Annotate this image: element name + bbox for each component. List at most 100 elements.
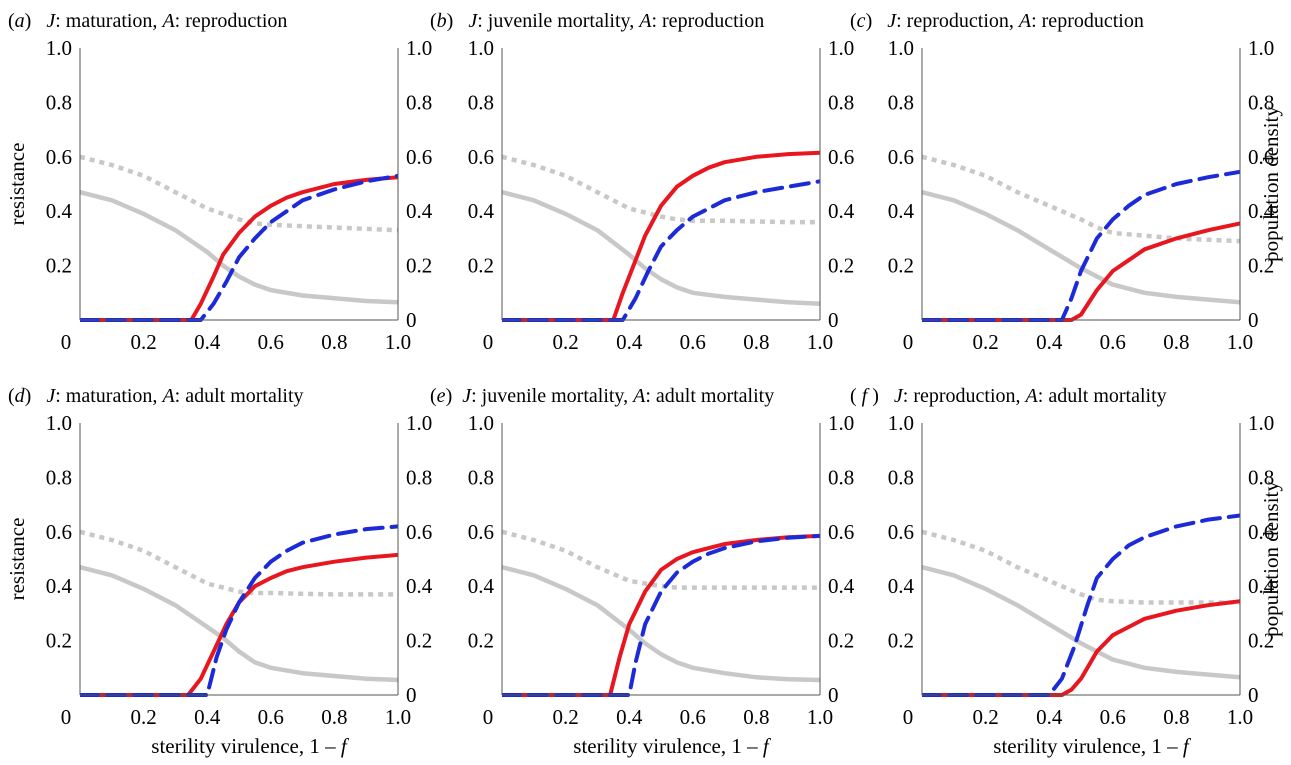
panel-a-x-tick-label: 0.8 xyxy=(321,330,347,354)
panel-f-series-0-solid-line xyxy=(922,599,1240,697)
panel-b-y-left-tick-label: 1.0 xyxy=(468,36,494,60)
panel-a-y-left-tick-label: 0.8 xyxy=(46,90,72,114)
panel-a-x-tick-label: 0.4 xyxy=(194,330,221,354)
panel-b-x-tick-label: 0.6 xyxy=(680,330,706,354)
panel-c-y-right-tick-label: 0.6 xyxy=(1248,145,1274,169)
panel-b-series-2-solid-line xyxy=(502,189,820,306)
panel-f-x-tick-label: 1.0 xyxy=(1227,705,1253,729)
panel-d-y-left-tick-label: 0.2 xyxy=(46,629,72,653)
panel-b-y-left-tick-label: 0.2 xyxy=(468,254,494,278)
panel-a-x-tick-label: 0.2 xyxy=(130,330,156,354)
panel-d-y-left-tick-label: 0.6 xyxy=(46,520,72,544)
panel-d-y-left-tick-label: 0.8 xyxy=(46,465,72,489)
panel-e-y-left-tick-label: 0.4 xyxy=(468,574,495,598)
panel-f-series-1-dashed-line xyxy=(922,513,1240,697)
panel-b-y-right-tick-label: 1.0 xyxy=(828,36,854,60)
panel-f-y-right-tick-label: 0.8 xyxy=(1248,465,1274,489)
panel-e-y-right-tick-label: 0.8 xyxy=(828,465,854,489)
panel-a-series-1-dashed-line xyxy=(80,173,398,322)
panel-e-series-1-dashed-line xyxy=(502,533,820,697)
panel-e-y-right-tick-label: 1.0 xyxy=(828,411,854,435)
right-axis-label-population-density: population density xyxy=(1259,481,1283,637)
panel-c-y-left-tick-label: 0.8 xyxy=(888,90,914,114)
panel-b-y-left-tick-label: 0.8 xyxy=(468,90,494,114)
panel-c-series-3-dotted-line xyxy=(922,154,1240,244)
panel-a-x-tick-label: 0 xyxy=(61,330,72,354)
panel-c-title: (c) J: reproduction, A: reproduction xyxy=(850,10,1144,32)
panel-b-x-tick-label: 0.8 xyxy=(743,330,769,354)
panel-d-x-tick-label: 0.8 xyxy=(321,705,347,729)
panel-d-series-3-dotted-line xyxy=(80,529,398,597)
panel-e-x-tick-label: 0 xyxy=(483,705,494,729)
panel-c-y-right-tick-label: 1.0 xyxy=(1248,36,1274,60)
panel-d-title: (d) J: maturation, A: adult mortality xyxy=(8,385,304,407)
panel-a-series-0-solid-line xyxy=(80,175,398,322)
panel-b-series-1-dashed-line xyxy=(502,179,820,322)
panel-d-y-right-tick-label: 1.0 xyxy=(406,411,432,435)
panel-a-y-right-tick-label: 0.2 xyxy=(406,254,432,278)
panel-a-y-left-tick-label: 0.6 xyxy=(46,145,72,169)
panel-f-x-tick-label: 0.6 xyxy=(1100,705,1126,729)
panel-b-x-tick-label: 0 xyxy=(483,330,494,354)
panel-d-series-2-solid-line xyxy=(80,564,398,683)
panel-a-y-right-tick-label: 0.4 xyxy=(406,199,433,223)
panel-c-series-1-dashed-line xyxy=(922,169,1240,322)
panel-d-y-right-tick-label: 0.8 xyxy=(406,465,432,489)
panel-c-x-tick-label: 0.8 xyxy=(1163,330,1189,354)
panel-e-series-2-solid-line xyxy=(502,564,820,683)
panel-b-y-left-tick-label: 0.6 xyxy=(468,145,494,169)
x-axis-label-sterility-virulence: sterility virulence, 1 – f xyxy=(151,734,350,758)
panel-d-x-tick-label: 0 xyxy=(61,705,72,729)
panel-c-series-0-solid-line xyxy=(922,221,1240,322)
panel-d-y-right-tick-label: 0.2 xyxy=(406,629,432,653)
panel-c-y-left-tick-label: 0.2 xyxy=(888,254,914,278)
panel-f-title: ( f ) J: reproduction, A: adult mortalit… xyxy=(850,385,1167,407)
panel-f-y-left-tick-label: 0.2 xyxy=(888,629,914,653)
panel-e-x-tick-label: 0.2 xyxy=(552,705,578,729)
panel-a-title: (a) J: maturation, A: reproduction xyxy=(8,10,287,32)
panel-e-x-tick-label: 0.8 xyxy=(743,705,769,729)
panel-a-x-tick-label: 0.6 xyxy=(258,330,284,354)
panel-c-x-tick-label: 0 xyxy=(903,330,914,354)
panel-e-x-tick-label: 0.4 xyxy=(616,705,643,729)
panel-a-series-2-solid-line xyxy=(80,189,398,305)
panel-e-title: (e) J: juvenile mortality, A: adult mort… xyxy=(430,385,774,407)
panel-d-x-tick-label: 1.0 xyxy=(385,705,411,729)
panel-f-series-3-dotted-line xyxy=(922,529,1240,605)
panel-b-y-right-tick-label: 0.4 xyxy=(828,199,855,223)
panel-c-y-right-tick-label: 0.2 xyxy=(1248,254,1274,278)
panel-b-y-right-tick-label: 0.2 xyxy=(828,254,854,278)
left-axis-label-resistance: resistance xyxy=(5,518,29,601)
panel-b-series-3-dotted-line xyxy=(502,154,820,225)
panel-b-x-tick-label: 1.0 xyxy=(807,330,833,354)
x-axis-label-sterility-virulence: sterility virulence, 1 – f xyxy=(573,734,772,758)
panel-f-y-left-tick-label: 0.4 xyxy=(888,574,915,598)
panel-e-y-left-tick-label: 0.2 xyxy=(468,629,494,653)
panel-f-y-right-tick-label: 0.6 xyxy=(1248,520,1274,544)
panel-d-y-right-tick-label: 0 xyxy=(406,683,417,707)
panel-f-y-left-tick-label: 0.8 xyxy=(888,465,914,489)
x-axis-label-sterility-virulence: sterility virulence, 1 – f xyxy=(993,734,1192,758)
panel-b-title: (b) J: juvenile mortality, A: reproducti… xyxy=(430,10,764,32)
panel-e-x-tick-label: 0.6 xyxy=(680,705,706,729)
panel-f-series-2-solid-line xyxy=(922,564,1240,680)
panel-c-y-right-tick-label: 0 xyxy=(1248,308,1259,332)
panel-e-x-tick-label: 1.0 xyxy=(807,705,833,729)
panel-e-y-left-tick-label: 0.8 xyxy=(468,465,494,489)
panel-d-y-right-tick-label: 0.6 xyxy=(406,520,432,544)
panel-b-x-tick-label: 0.2 xyxy=(552,330,578,354)
panel-b-y-left-tick-label: 0.4 xyxy=(468,199,495,223)
panel-c-y-right-tick-label: 0.4 xyxy=(1248,199,1275,223)
panel-b-y-right-tick-label: 0.8 xyxy=(828,90,854,114)
panel-f-x-tick-label: 0.4 xyxy=(1036,705,1063,729)
panel-f-y-left-tick-label: 1.0 xyxy=(888,411,914,435)
panel-a-y-left-tick-label: 0.4 xyxy=(46,199,73,223)
panel-c-x-tick-label: 0.2 xyxy=(972,330,998,354)
panel-f-x-tick-label: 0 xyxy=(903,705,914,729)
panel-d-x-tick-label: 0.6 xyxy=(258,705,284,729)
panel-d-series-1-dashed-line xyxy=(80,524,398,697)
panel-a-y-right-tick-label: 0.6 xyxy=(406,145,432,169)
panel-e-y-right-tick-label: 0 xyxy=(828,683,839,707)
panel-d-y-right-tick-label: 0.4 xyxy=(406,574,433,598)
